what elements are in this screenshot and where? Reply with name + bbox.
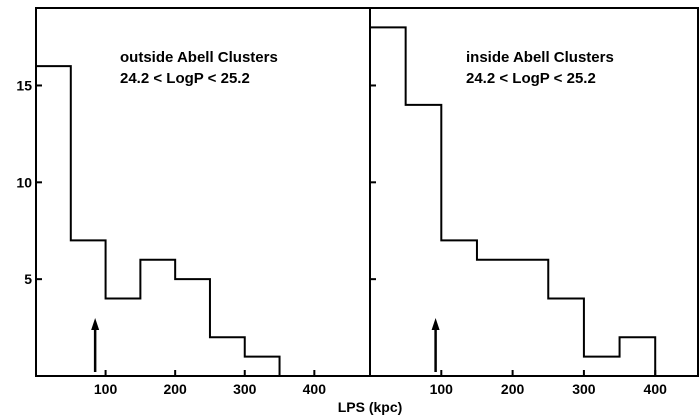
annotation-title: inside Abell Clusters [466, 49, 614, 66]
x-tick-label: 100 [430, 381, 454, 397]
histogram-bin [584, 357, 620, 376]
marker-arrow-head [91, 318, 100, 330]
x-tick-label: 100 [94, 381, 118, 397]
histogram-bin [140, 260, 175, 376]
histogram-bin [36, 66, 71, 376]
annotation-range: 24.2 < LogP < 25.2 [120, 70, 250, 87]
histogram-bin [620, 337, 656, 376]
x-tick-label: 200 [501, 381, 525, 397]
histogram-bin [477, 260, 513, 376]
x-tick-label: 400 [303, 381, 327, 397]
plot-frame [369, 7, 699, 377]
x-tick-label: 300 [572, 381, 596, 397]
y-tick-label: 15 [16, 77, 32, 93]
histogram-bin [513, 260, 549, 376]
histogram-bin [245, 357, 280, 376]
histogram-bin [441, 240, 477, 376]
marker-arrow-head [431, 318, 440, 330]
y-tick-label: 10 [16, 174, 32, 190]
histogram-bin [548, 299, 584, 376]
x-tick-label: 400 [644, 381, 668, 397]
annotation-range: 24.2 < LogP < 25.2 [466, 70, 596, 87]
y-tick-label: 5 [24, 271, 32, 287]
panel-outside-abell: 5 10 15 100 200 300 400 outside Abell Clusters 2… [16, 7, 371, 397]
histogram-bin [175, 279, 210, 376]
histogram-steps [370, 26, 657, 376]
annotation-title: outside Abell Clusters [120, 49, 278, 66]
histogram-bin [210, 337, 245, 376]
histogram-steps [36, 65, 281, 376]
x-tick-label: 200 [163, 381, 187, 397]
histogram-bin [106, 299, 141, 376]
x-axis-label: LPS (kpc) [338, 399, 403, 415]
histogram-bin [71, 240, 106, 376]
histogram-bin [370, 27, 406, 376]
panel-inside-abell: 100 200 300 400 inside Abell Clusters 24.2 < … [369, 7, 699, 397]
x-tick-label: 300 [233, 381, 257, 397]
